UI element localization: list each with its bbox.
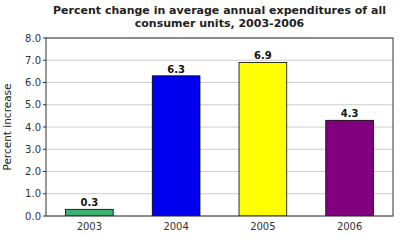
category-label: 2005 — [250, 221, 275, 232]
grid-line — [46, 60, 393, 61]
data-label: 6.3 — [167, 64, 185, 75]
chart: Percent change in average annual expendi… — [0, 0, 401, 238]
title-line: consumer units, 2003-2006 — [135, 17, 305, 30]
title: Percent change in average annual expendi… — [53, 4, 386, 30]
data-label: 6.9 — [254, 50, 272, 61]
category-label: 2006 — [337, 221, 362, 232]
grid-line — [46, 82, 393, 83]
tick-label: 4.0 — [25, 122, 41, 133]
tick-label: 2.0 — [25, 166, 41, 177]
data-label: 0.3 — [81, 197, 99, 208]
background — [0, 0, 401, 238]
bar — [152, 76, 200, 216]
tick-label: 0.0 — [25, 211, 41, 222]
bars — [66, 62, 374, 216]
data-label: 4.3 — [341, 108, 359, 119]
tick-label: 3.0 — [25, 144, 41, 155]
y-axis-label: Percent increase — [1, 83, 13, 170]
plot-frame — [46, 38, 393, 216]
bar — [66, 209, 114, 216]
tick-label: 1.0 — [25, 188, 41, 199]
tick-label: 7.0 — [25, 55, 41, 66]
tick-label: 8.0 — [25, 33, 41, 44]
category-label: 2003 — [77, 221, 102, 232]
bar — [239, 62, 287, 216]
tick-label: 6.0 — [25, 77, 41, 88]
tick-label: 5.0 — [25, 99, 41, 110]
grid-line — [46, 104, 393, 105]
bar — [326, 120, 374, 216]
category-label: 2004 — [163, 221, 188, 232]
title-line: Percent change in average annual expendi… — [53, 4, 386, 17]
